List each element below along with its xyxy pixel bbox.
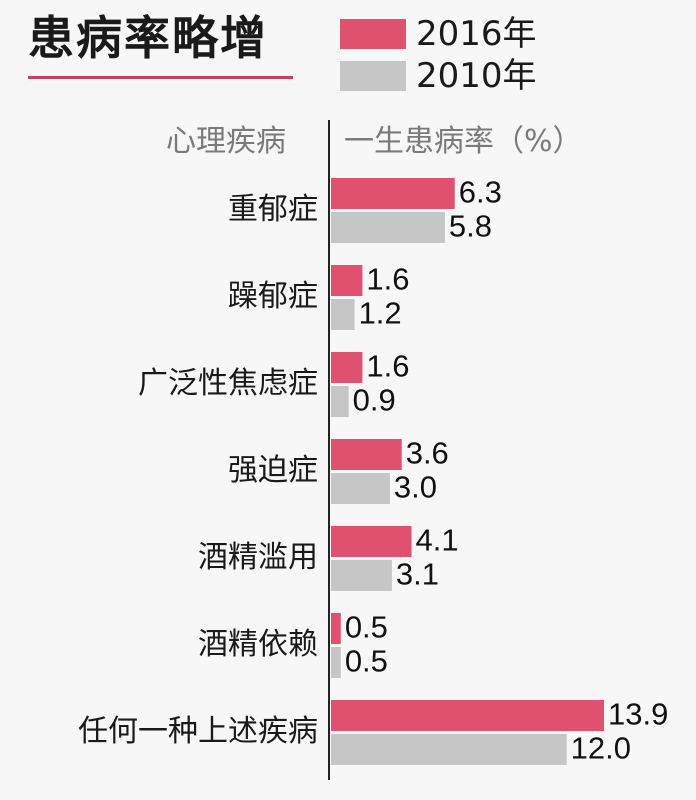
bar-2016年-3 bbox=[331, 439, 402, 470]
bar-2010年-3 bbox=[331, 473, 390, 504]
data-label-2016年-0: 6.3 bbox=[459, 175, 502, 210]
data-label-2016年-4: 4.1 bbox=[416, 523, 459, 558]
data-label-2010年-2: 0.9 bbox=[353, 383, 396, 418]
chart-title: 患病率略增 bbox=[28, 11, 268, 65]
data-label-2010年-0: 5.8 bbox=[449, 209, 492, 244]
bar-2016年-0 bbox=[331, 178, 455, 209]
category-column-header: 心理疾病 bbox=[166, 124, 286, 159]
bar-2016年-6 bbox=[331, 700, 604, 731]
data-label-2010年-3: 3.0 bbox=[394, 470, 437, 505]
category-label: 酒精滥用 bbox=[198, 540, 318, 575]
data-label-2016年-6: 13.9 bbox=[608, 697, 668, 732]
bar-2010年-4 bbox=[331, 560, 392, 591]
bar-2016年-1 bbox=[331, 265, 363, 296]
data-label-2016年-1: 1.6 bbox=[366, 262, 409, 297]
category-label: 广泛性焦虑症 bbox=[138, 366, 318, 401]
data-label-2016年-2: 1.6 bbox=[366, 349, 409, 384]
legend-label-2010: 2010年 bbox=[416, 56, 537, 96]
category-label: 酒精依赖 bbox=[198, 627, 318, 662]
bar-2016年-5 bbox=[331, 613, 341, 644]
axis-divider bbox=[328, 120, 330, 780]
bar-2010年-6 bbox=[331, 734, 567, 765]
category-label: 强迫症 bbox=[228, 453, 318, 488]
legend-swatch-2016 bbox=[340, 19, 406, 49]
bar-2016年-4 bbox=[331, 526, 412, 557]
bar-2016年-2 bbox=[331, 352, 363, 383]
title-underline bbox=[28, 76, 293, 79]
data-label-2010年-4: 3.1 bbox=[396, 557, 439, 592]
data-label-2016年-3: 3.6 bbox=[406, 436, 449, 471]
legend-swatch-2010 bbox=[340, 61, 406, 91]
data-label-2010年-6: 12.0 bbox=[571, 731, 631, 766]
category-label: 躁郁症 bbox=[228, 279, 318, 314]
value-column-header: 一生患病率（%） bbox=[344, 124, 583, 159]
category-label: 重郁症 bbox=[228, 192, 318, 227]
bar-2010年-5 bbox=[331, 647, 341, 678]
bar-2010年-2 bbox=[331, 386, 349, 417]
bar-2010年-1 bbox=[331, 299, 355, 330]
legend-item-2016: 2016年 bbox=[340, 16, 537, 52]
category-label: 任何一种上述疾病 bbox=[78, 714, 318, 749]
data-label-2016年-5: 0.5 bbox=[345, 610, 388, 645]
legend-item-2010: 2010年 bbox=[340, 58, 537, 94]
legend-label-2016: 2016年 bbox=[416, 14, 537, 54]
data-label-2010年-1: 1.2 bbox=[359, 296, 402, 331]
bar-2010年-0 bbox=[331, 212, 445, 243]
data-label-2010年-5: 0.5 bbox=[345, 644, 388, 679]
